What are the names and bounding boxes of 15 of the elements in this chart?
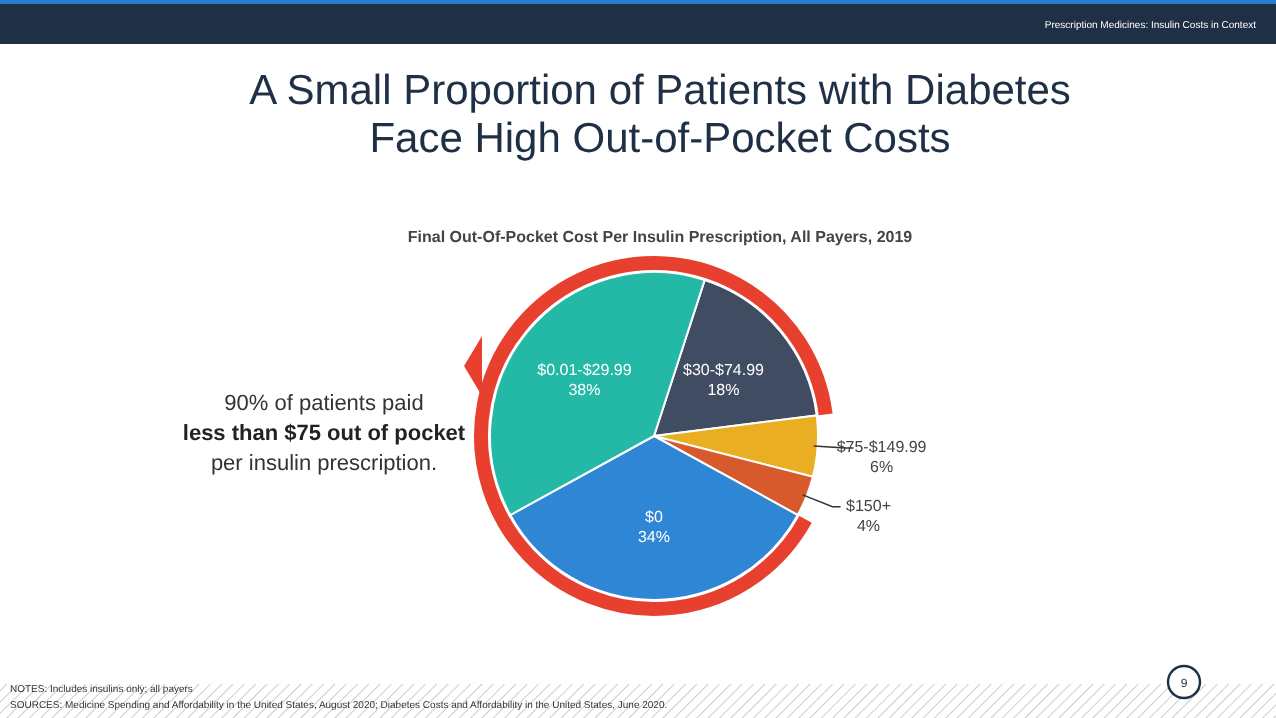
slice-label: $75-$149.99 [836, 438, 928, 457]
chart-title: A Small Proportion of Patients with Diabetes Face High Out-of-Pocket Costs [249, 68, 1071, 162]
data-label: 18% [707, 380, 740, 399]
data-label: 34% [637, 528, 671, 547]
text: less than $75 out of pocket [182, 422, 466, 446]
slice-label: $30-$74.99 [683, 360, 766, 379]
data-label: 38% [568, 380, 601, 399]
slice-label: $150+ [846, 496, 892, 515]
text: 90% of patients paid [224, 392, 424, 416]
chart-subtitle: Final Out-Of-Pocket Cost Per Insulin Prescription, All Payers, 2019 [407, 228, 914, 246]
data-label: 6% [870, 458, 894, 477]
data-label: 4% [856, 516, 881, 535]
slice-label: $0.01-$29.99 [537, 360, 633, 379]
text: per insulin prescription. [210, 452, 438, 476]
slice-label: $0 [645, 508, 664, 527]
